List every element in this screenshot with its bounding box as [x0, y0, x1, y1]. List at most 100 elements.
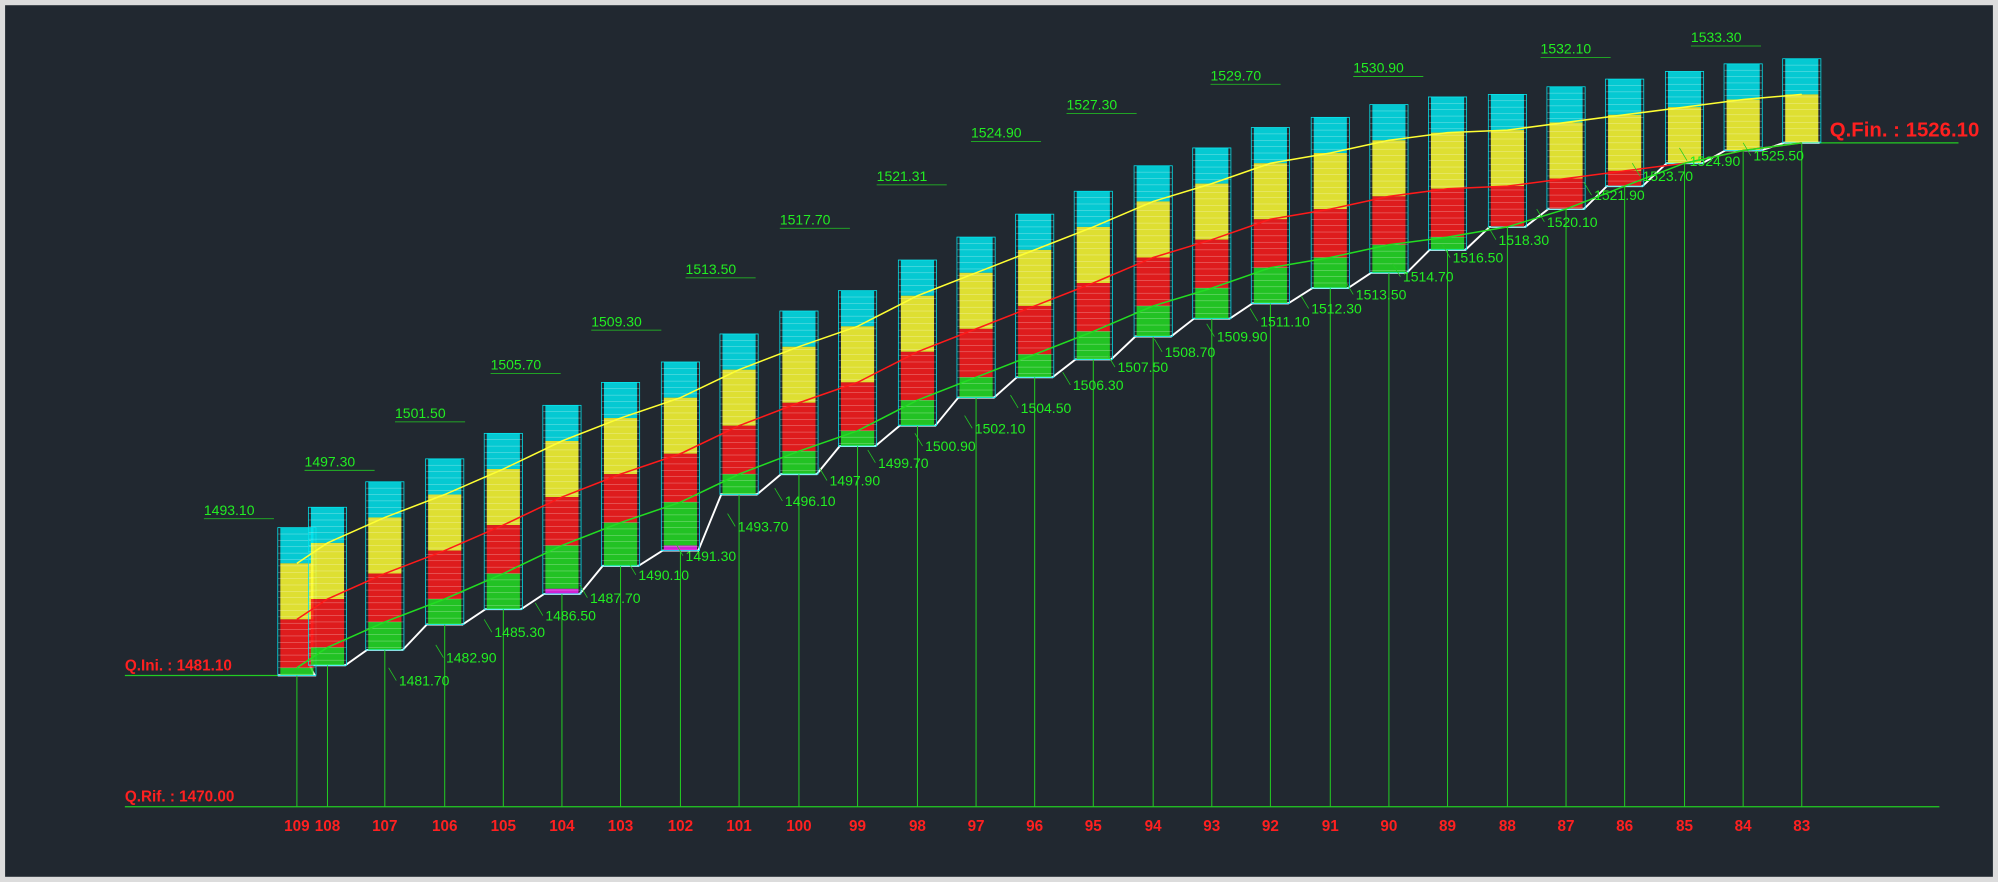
- soil-layer: [1726, 99, 1760, 151]
- bottom-elevation: 1487.70: [590, 590, 641, 606]
- top-elevation: 1517.70: [780, 211, 831, 227]
- soil-layer: [1549, 86, 1583, 123]
- station-label: 105: [491, 818, 517, 835]
- bottom-elevation: 1499.70: [878, 455, 929, 471]
- leader-line: [1106, 354, 1116, 368]
- leader-line: [727, 513, 736, 527]
- soil-layer: [900, 260, 935, 296]
- soil-layer: [1608, 170, 1642, 187]
- leader-line: [483, 619, 493, 633]
- soil-layer: [1313, 117, 1347, 154]
- soil-layer: [545, 405, 579, 441]
- leader-line: [627, 561, 637, 575]
- column-frame: [660, 361, 700, 551]
- leader-line: [1742, 142, 1752, 156]
- leader-line: [388, 667, 397, 681]
- soil-layer: [782, 311, 816, 347]
- soil-layer: [1195, 147, 1229, 184]
- column-frame: [779, 310, 819, 475]
- station-label: 108: [315, 818, 341, 835]
- bottom-elevation: 1497.90: [830, 473, 881, 489]
- soil-layer: [603, 382, 638, 419]
- bottom-elevation: 1516.50: [1453, 250, 1504, 266]
- bottom-elevation: 1512.30: [1311, 301, 1362, 317]
- soil-layer: [722, 333, 756, 370]
- leader-line: [435, 644, 444, 658]
- station-label: 106: [432, 818, 458, 835]
- leader-line: [1206, 323, 1215, 337]
- soil-layer: [310, 507, 345, 543]
- bottom-elevation: 1496.10: [785, 493, 836, 509]
- station-label: 86: [1616, 818, 1633, 835]
- station-label: 104: [549, 818, 575, 835]
- station-label: 88: [1499, 818, 1516, 835]
- column-frame: [1369, 104, 1409, 274]
- soil-layer: [663, 502, 698, 546]
- top-elevation: 1532.10: [1541, 41, 1592, 57]
- soil-layer: [1490, 94, 1524, 131]
- soil-layer: [1018, 354, 1052, 378]
- bottom-elevation: 1524.90: [1690, 153, 1741, 169]
- soil-layer: [1253, 267, 1287, 304]
- bottom-elevation: 1523.70: [1642, 168, 1693, 184]
- leader-line: [1487, 226, 1497, 240]
- reference-level: Q.Rif. : 1470.00: [125, 789, 235, 806]
- soil-layer: [1430, 188, 1465, 238]
- soil-layer: [368, 621, 402, 650]
- station-label: 97: [968, 818, 985, 835]
- bottom-elevation: 1525.50: [1753, 148, 1804, 164]
- bottom-elevation: 1520.10: [1547, 214, 1598, 230]
- bottom-elevation: 1486.50: [545, 608, 596, 624]
- top-elevation: 1501.50: [395, 405, 446, 421]
- leader-line: [914, 433, 923, 447]
- top-elevation: 1533.30: [1691, 29, 1742, 45]
- end-level: Q.Fin. : 1526.10: [1830, 119, 1979, 141]
- station-label: 103: [608, 818, 634, 835]
- soil-layer: [486, 573, 520, 610]
- column-frame: [542, 404, 582, 595]
- soil-layer: [1018, 214, 1052, 250]
- soil-layer: [1195, 239, 1229, 289]
- soil-layer: [1076, 282, 1110, 332]
- bottom-elevation: 1514.70: [1403, 269, 1454, 285]
- soil-layer: [782, 451, 816, 475]
- soil-layer: [1136, 257, 1170, 306]
- soil-layer: [280, 667, 314, 676]
- soil-layer: [840, 382, 875, 431]
- top-elevation: 1513.50: [686, 261, 737, 277]
- leader-line: [1010, 394, 1019, 409]
- leader-line: [675, 542, 684, 556]
- leader-line: [774, 487, 783, 502]
- bottom-elevation: 1482.90: [446, 650, 497, 666]
- bottom-elevation: 1502.10: [975, 420, 1026, 436]
- top-elevation: 1497.30: [305, 453, 356, 469]
- leader-line: [1631, 163, 1641, 177]
- top-elevation: 1530.90: [1353, 60, 1404, 76]
- station-label: 84: [1735, 818, 1752, 835]
- soil-layer: [1372, 104, 1406, 141]
- bottom-elevation: 1481.70: [399, 673, 450, 689]
- bottom-elevation: 1521.90: [1594, 187, 1645, 203]
- soil-layer: [663, 453, 698, 503]
- station-label: 99: [849, 818, 866, 835]
- column-frame: [601, 382, 641, 567]
- station-label: 91: [1322, 818, 1339, 835]
- leader-line: [579, 584, 588, 598]
- soil-layer: [1726, 63, 1760, 100]
- soil-layer: [486, 525, 520, 574]
- top-elevation: 1524.90: [971, 125, 1022, 141]
- labels: 109 108 107 106 105 104 103 102 101 100 99 98 97 96 95…: [204, 29, 1810, 835]
- soil-layer: [545, 588, 579, 594]
- soil-layer: [1785, 94, 1819, 143]
- bottom-elevation: 1485.30: [494, 624, 545, 640]
- leader-line: [1536, 208, 1545, 223]
- bottom-elevation: 1506.30: [1073, 377, 1124, 393]
- bottom-elevation: 1504.50: [1021, 400, 1072, 416]
- station-label: 83: [1793, 818, 1810, 835]
- soil-layer: [545, 497, 579, 546]
- soil-layer: [1372, 196, 1406, 245]
- leader-line: [1442, 244, 1451, 258]
- top-elevation: 1521.31: [877, 168, 928, 184]
